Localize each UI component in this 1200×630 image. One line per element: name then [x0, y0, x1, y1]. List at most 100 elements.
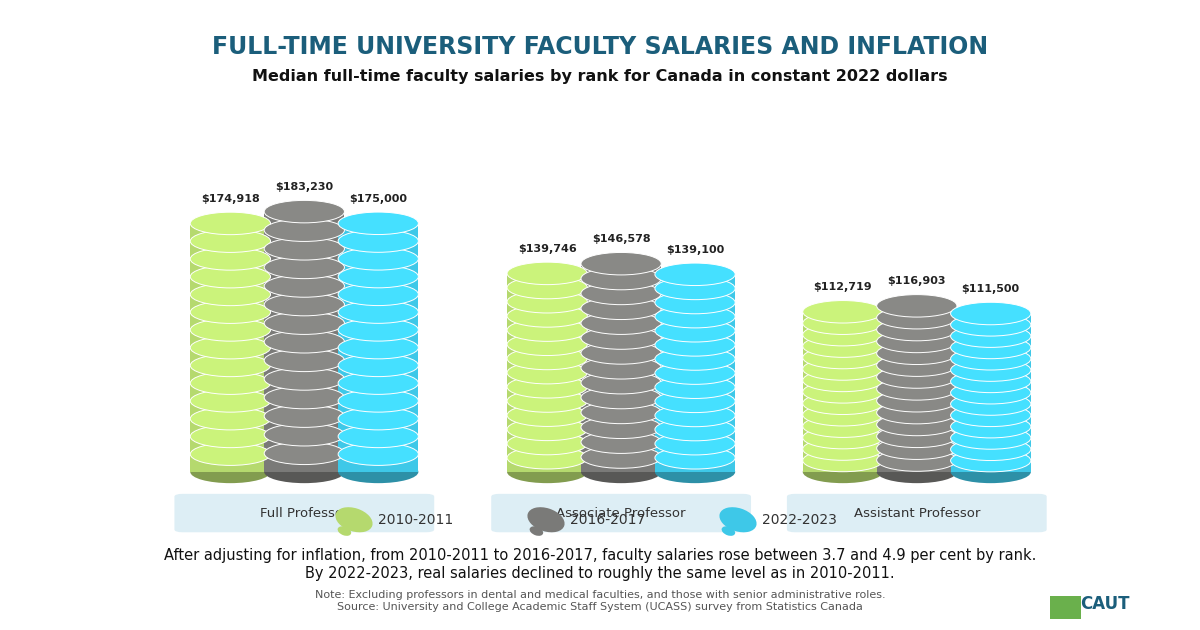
Polygon shape	[877, 425, 956, 437]
Polygon shape	[508, 430, 587, 444]
Ellipse shape	[950, 314, 1031, 336]
Polygon shape	[508, 458, 587, 472]
Polygon shape	[803, 449, 883, 461]
Ellipse shape	[338, 301, 419, 323]
Ellipse shape	[655, 334, 736, 356]
Polygon shape	[338, 223, 419, 241]
Polygon shape	[508, 415, 587, 430]
Ellipse shape	[655, 376, 736, 398]
Polygon shape	[581, 278, 661, 294]
Ellipse shape	[803, 449, 883, 472]
Polygon shape	[877, 329, 956, 341]
Ellipse shape	[950, 302, 1031, 324]
Ellipse shape	[264, 294, 344, 316]
Polygon shape	[950, 381, 1031, 392]
Ellipse shape	[581, 341, 661, 364]
Ellipse shape	[338, 408, 419, 430]
Polygon shape	[877, 341, 956, 353]
Polygon shape	[508, 302, 587, 316]
Ellipse shape	[264, 461, 344, 483]
Ellipse shape	[877, 342, 956, 365]
Ellipse shape	[581, 267, 661, 290]
Polygon shape	[264, 323, 344, 341]
Polygon shape	[950, 461, 1031, 472]
Polygon shape	[508, 345, 587, 358]
Ellipse shape	[581, 253, 661, 275]
Polygon shape	[950, 427, 1031, 438]
Polygon shape	[581, 353, 661, 368]
Polygon shape	[877, 318, 956, 329]
Ellipse shape	[877, 330, 956, 353]
Polygon shape	[655, 387, 736, 401]
Ellipse shape	[950, 336, 1031, 358]
Ellipse shape	[581, 461, 661, 483]
Ellipse shape	[191, 408, 270, 430]
Ellipse shape	[877, 354, 956, 376]
Polygon shape	[581, 308, 661, 323]
Ellipse shape	[581, 327, 661, 349]
Text: Note: Excluding professors in dental and medical faculties, and those with senio: Note: Excluding professors in dental and…	[314, 590, 886, 600]
Ellipse shape	[950, 461, 1031, 483]
Ellipse shape	[191, 319, 270, 341]
Ellipse shape	[338, 265, 419, 288]
Ellipse shape	[877, 425, 956, 447]
Polygon shape	[191, 437, 270, 454]
Polygon shape	[950, 449, 1031, 461]
Ellipse shape	[950, 438, 1031, 461]
Polygon shape	[338, 312, 419, 330]
Polygon shape	[877, 389, 956, 401]
Polygon shape	[264, 454, 344, 472]
Polygon shape	[655, 317, 736, 331]
Text: 2010-2011: 2010-2011	[378, 513, 454, 527]
Ellipse shape	[803, 335, 883, 357]
Ellipse shape	[508, 432, 587, 455]
Ellipse shape	[264, 238, 344, 260]
Polygon shape	[508, 330, 587, 345]
Ellipse shape	[338, 425, 419, 448]
Ellipse shape	[877, 449, 956, 471]
Ellipse shape	[655, 432, 736, 455]
Polygon shape	[950, 358, 1031, 370]
Ellipse shape	[338, 230, 419, 252]
Ellipse shape	[950, 348, 1031, 370]
Polygon shape	[581, 294, 661, 308]
Ellipse shape	[581, 282, 661, 305]
Polygon shape	[950, 348, 1031, 358]
Ellipse shape	[508, 262, 587, 285]
Text: $111,500: $111,500	[961, 284, 1020, 294]
Polygon shape	[581, 338, 661, 353]
Ellipse shape	[338, 283, 419, 306]
Ellipse shape	[877, 366, 956, 388]
Ellipse shape	[803, 346, 883, 369]
Ellipse shape	[655, 263, 736, 285]
Polygon shape	[191, 348, 270, 365]
Polygon shape	[338, 401, 419, 419]
Ellipse shape	[655, 291, 736, 314]
Ellipse shape	[581, 312, 661, 335]
Text: $116,903: $116,903	[888, 277, 946, 287]
Polygon shape	[950, 336, 1031, 348]
Ellipse shape	[191, 212, 270, 234]
Ellipse shape	[264, 386, 344, 409]
Ellipse shape	[655, 319, 736, 342]
Ellipse shape	[877, 413, 956, 436]
Ellipse shape	[803, 415, 883, 437]
Ellipse shape	[581, 401, 661, 423]
Polygon shape	[338, 437, 419, 454]
Ellipse shape	[581, 416, 661, 438]
Ellipse shape	[191, 372, 270, 394]
Polygon shape	[508, 444, 587, 458]
Ellipse shape	[803, 461, 883, 483]
Polygon shape	[950, 370, 1031, 381]
Polygon shape	[264, 379, 344, 398]
Ellipse shape	[581, 446, 661, 468]
Polygon shape	[803, 312, 883, 323]
Polygon shape	[264, 230, 344, 249]
Polygon shape	[191, 454, 270, 472]
Text: FULL-TIME UNIVERSITY FACULTY SALARIES AND INFLATION: FULL-TIME UNIVERSITY FACULTY SALARIES AN…	[212, 35, 988, 59]
Polygon shape	[264, 416, 344, 435]
Polygon shape	[803, 369, 883, 381]
Ellipse shape	[950, 449, 1031, 472]
Ellipse shape	[581, 297, 661, 319]
Polygon shape	[655, 458, 736, 472]
